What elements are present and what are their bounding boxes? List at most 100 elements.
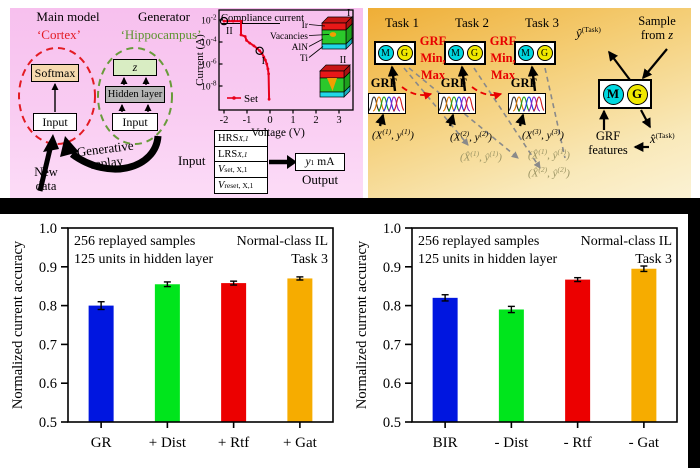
grf-minmax-line2: Min, <box>420 50 446 65</box>
io-row-hrs-base: HRS <box>218 133 239 144</box>
task2-mg-box: M G <box>444 41 486 65</box>
task1-mg-box: M G <box>374 41 416 65</box>
replay-dashed-line-task3 <box>544 67 566 159</box>
curve-point <box>266 67 270 71</box>
task3-title: Task 3 <box>524 15 560 30</box>
cortex-ellipse <box>18 47 96 145</box>
io-row-lrs-sub: X,1 <box>237 149 248 159</box>
mg-to-yhat-arrow <box>608 50 631 81</box>
y-axis-label: Normalized current accuracy <box>10 240 26 409</box>
data-to-grf-arrow-1 <box>375 113 386 127</box>
x-tick-label: -1 <box>243 115 252 126</box>
bar-- Rtf <box>565 279 591 422</box>
bar-+ Dist <box>154 284 180 422</box>
y-tick-label: 10-6 <box>201 58 217 71</box>
category-label: - Gat <box>629 435 660 451</box>
state-marker-label: II <box>226 26 233 37</box>
bar-+ Gat <box>287 278 313 422</box>
grf-features-label: GRF features <box>580 129 636 157</box>
device-inset-I <box>321 16 353 50</box>
g-circle: G <box>396 45 413 61</box>
grf-minmax-block-2: GRF Min, Max <box>484 33 522 84</box>
filament-funnel <box>327 78 337 91</box>
y-tick-label: 10-8 <box>201 80 217 93</box>
hidden-layer-box: Hidden layer <box>105 86 165 103</box>
hippocampus-ellipse <box>97 47 173 145</box>
layer-label-aln: AlN <box>292 43 309 53</box>
task1-grf-waveform-box <box>367 93 406 114</box>
replay-dashed-arrow-1to2 <box>403 67 469 146</box>
task2-sample-label: (X(2), y(2)) <box>450 129 492 144</box>
x-tick-label: 2 <box>313 115 318 126</box>
y-tick-label: 0.9 <box>39 260 57 276</box>
y-tick-label: 0.9 <box>383 260 401 276</box>
x-tick-label: 1 <box>290 115 295 126</box>
category-label: GR <box>91 435 112 451</box>
annotation-left: 125 units in hidden layer <box>418 252 558 267</box>
grf-minmax-line2: Min, <box>490 50 516 65</box>
task2-grf-label: GRF <box>440 76 468 90</box>
axis-box <box>218 9 354 111</box>
bar-GR <box>88 305 114 422</box>
m-circle: M <box>447 45 464 61</box>
bar-chart-left: GR + Dist + Rtf + Gat 0.5 0.6 0.7 0.8 0.9 1.0 Norm… <box>10 221 334 451</box>
generative-replay-arrowhead <box>60 136 79 157</box>
annotation-right: Task 3 <box>291 252 328 267</box>
axis-box <box>411 227 678 423</box>
io-input-label: Input <box>178 153 206 168</box>
annotation-left: 125 units in hidden layer <box>74 252 214 267</box>
device-inset-II <box>319 64 351 98</box>
curve-point <box>243 35 247 38</box>
task2-replay-label-1: (X̂(1), ŷ(1)) <box>460 149 502 164</box>
task1-grf-label: GRF <box>370 76 398 90</box>
category-label: - Dist <box>495 435 530 451</box>
io-row-vset-base: V <box>218 164 225 175</box>
inset-label-II: II <box>340 55 347 66</box>
task3-grf-waveform-box <box>507 93 546 114</box>
curve-point <box>239 19 243 23</box>
y-tick-label: 0.7 <box>39 337 57 353</box>
grf-to-mg-arrow-1 <box>387 65 399 92</box>
grf-to-mg-arrow-2 <box>457 65 469 92</box>
layer-label-ti: Ti <box>300 54 308 64</box>
curve-point <box>248 41 252 45</box>
bar-BIR <box>432 297 458 422</box>
state-marker-label: I <box>262 56 265 67</box>
y-tick-label: 0.8 <box>383 299 401 315</box>
layer-label-vacancies: Vacancies <box>270 32 308 42</box>
generator-mg-box: M G <box>598 79 652 109</box>
xhat-task-label: x̂(Task) <box>650 131 675 147</box>
annotation-right: Normal-class IL <box>237 234 328 249</box>
sample-from-z-line2: from z <box>640 27 674 42</box>
vacancy-spot <box>329 32 337 37</box>
y-axis-label: Current (A) <box>196 34 206 86</box>
new-data-arrow <box>37 148 53 192</box>
category-label: + Gat <box>283 435 318 451</box>
curve-point <box>222 19 226 23</box>
io-row-hrs-sub: X,1 <box>238 134 249 143</box>
panel-b-overlay-graphics <box>375 48 668 169</box>
legend-label: Set <box>244 93 258 105</box>
softmax-box: Softmax <box>31 64 79 82</box>
task3-replay-label-2: (X̂(2), ŷ(2)) <box>528 165 570 180</box>
axis-box <box>67 227 334 423</box>
category-label: + Rtf <box>218 435 249 451</box>
z-box: z <box>113 59 157 76</box>
state-marker-I <box>255 46 264 56</box>
inset-label-I: I <box>347 8 350 19</box>
panel-generative-replay: Main model Generator ‘Cortex’ ‘Hippocamp… <box>10 8 363 198</box>
bar-- Gat <box>631 268 657 422</box>
io-row-vreset-sub: reset, X,1 <box>224 180 254 190</box>
legend-marker <box>232 96 236 100</box>
io-row-vreset-base: V <box>218 179 225 191</box>
generator-label: Generator <box>138 9 190 24</box>
data-to-grf-arrow-2 <box>445 113 456 127</box>
data-to-grf-arrow-3 <box>515 113 526 127</box>
task3-sample-label: (X(3), y(3)) <box>522 127 564 142</box>
input-gen-box: Input <box>112 113 158 131</box>
grf-minmax-line3: Max <box>420 67 446 82</box>
y-tick-label: 0.6 <box>39 376 57 392</box>
